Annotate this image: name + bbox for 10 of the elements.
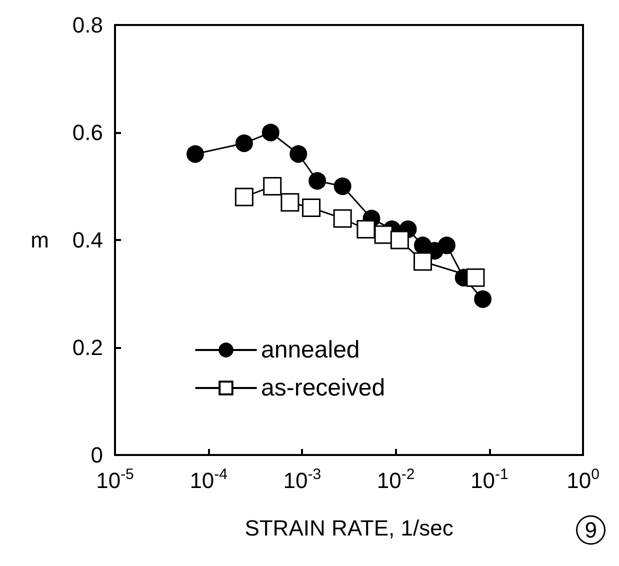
y-tick-label: 0 — [90, 442, 103, 468]
legend-label: annealed — [261, 336, 360, 364]
y-axis-title: m — [30, 228, 49, 252]
y-tick-label: 0.2 — [72, 335, 103, 360]
text: 9 — [584, 518, 598, 542]
y-tick-label: 0.6 — [72, 120, 103, 145]
y-tick-label: 0.8 — [72, 12, 103, 38]
x-axis-title: STRAIN RATE, 1/sec — [244, 516, 454, 540]
legend-label: as-received — [261, 374, 386, 402]
y-tick-label: 0.4 — [72, 228, 103, 252]
